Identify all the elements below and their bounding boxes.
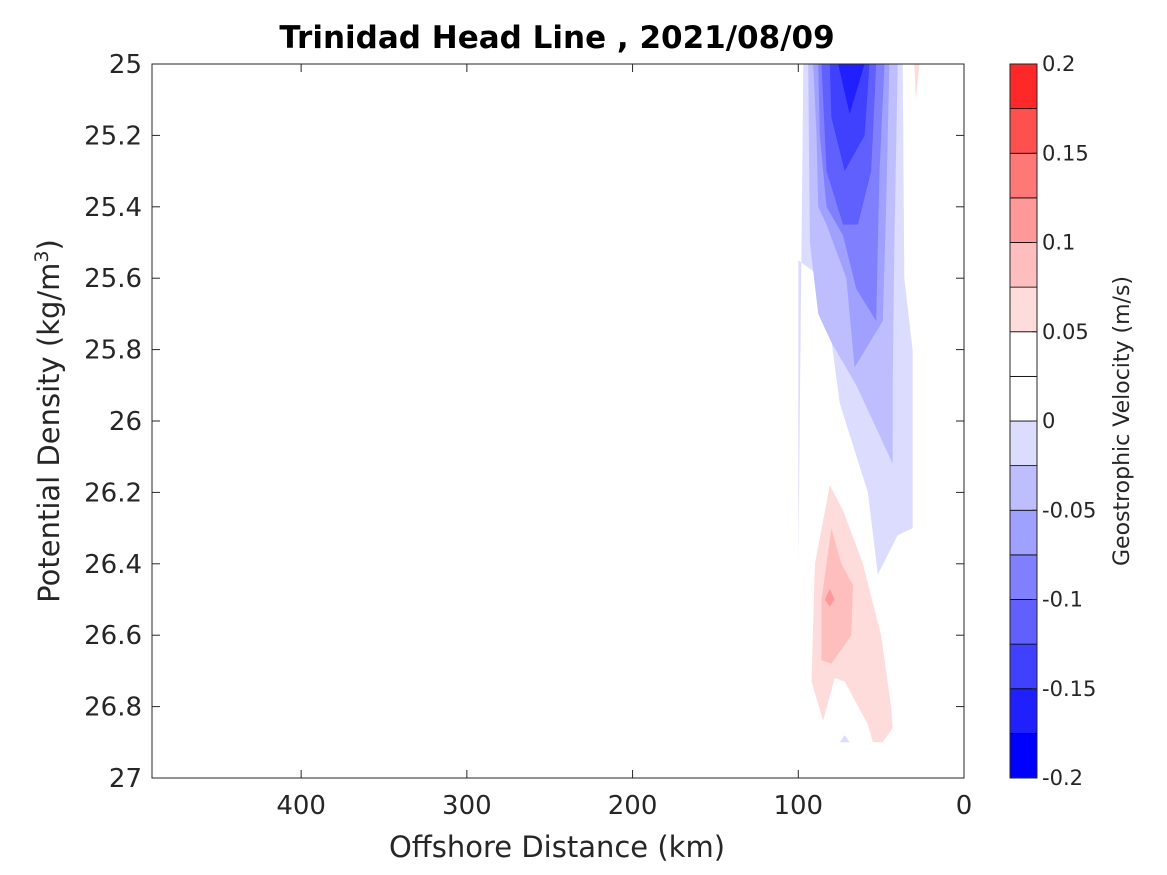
x-tick-label: 300 bbox=[442, 791, 492, 821]
colorbar-band-13 bbox=[1009, 152, 1038, 199]
y-axis-ticks: 25 25.2 25.4 25.6 25.8 26 26.2 26.4 26.6 26.8 27 bbox=[84, 50, 964, 794]
colorbar-band-7 bbox=[1009, 420, 1038, 467]
x-axis-ticks: 400 300 200 100 0 bbox=[276, 64, 972, 821]
contour-region-9 bbox=[821, 528, 853, 664]
y-tick-label: 25.6 bbox=[84, 264, 142, 294]
colorbar-tick-label: 0.2 bbox=[1042, 52, 1075, 76]
colorbar-tick-label: 0.05 bbox=[1042, 320, 1089, 344]
y-tick-label: 26.6 bbox=[84, 621, 142, 651]
colorbar-band-4 bbox=[1009, 554, 1038, 600]
y-tick-label: 26 bbox=[109, 407, 142, 437]
colorbar-tick-label: -0.2 bbox=[1042, 766, 1083, 790]
colorbar-label: Geostrophic Velocity (m/s) bbox=[1110, 276, 1135, 566]
colorbar-band-10 bbox=[1009, 286, 1038, 333]
x-tick-label: 400 bbox=[276, 791, 326, 821]
colorbar-tick-label: -0.05 bbox=[1042, 498, 1096, 522]
colorbar-band-2 bbox=[1009, 643, 1038, 690]
colorbar-ticks: 0.2 0.15 0.1 0.05 0 -0.05 -0.1 -0.15 -0.2 bbox=[1032, 52, 1096, 790]
y-tick-label: 25.4 bbox=[84, 193, 142, 223]
colorbar bbox=[1009, 63, 1038, 779]
colorbar-band-6 bbox=[1009, 465, 1038, 511]
colorbar-band-9 bbox=[1009, 331, 1038, 377]
contour-region-7 bbox=[914, 64, 920, 100]
x-axis-label: Offshore Distance (km) bbox=[389, 830, 725, 864]
contour-region-10 bbox=[824, 588, 835, 607]
y-tick-label: 25 bbox=[109, 50, 142, 80]
colorbar-band-1 bbox=[1009, 688, 1038, 734]
colorbar-band-11 bbox=[1009, 242, 1038, 288]
colorbar-tick-label: 0 bbox=[1042, 409, 1055, 433]
colorbar-tick-label: -0.15 bbox=[1042, 677, 1096, 701]
y-tick-label: 26.8 bbox=[84, 693, 142, 723]
colorbar-band-5 bbox=[1009, 509, 1038, 556]
y-axis-label-superscript: 3 bbox=[31, 250, 53, 262]
y-axis-label-text: Potential Density (kg/m bbox=[32, 263, 66, 603]
colorbar-band-0 bbox=[1009, 732, 1038, 779]
x-tick-label: 0 bbox=[956, 791, 973, 821]
colorbar-tick-label: 0.1 bbox=[1042, 231, 1075, 255]
contour-regions bbox=[798, 64, 920, 743]
y-axis-label-end: ) bbox=[32, 239, 66, 250]
colorbar-band-8 bbox=[1009, 375, 1038, 422]
colorbar-tick-label: 0.15 bbox=[1042, 141, 1089, 165]
x-tick-label: 200 bbox=[608, 791, 658, 821]
y-tick-label: 25.8 bbox=[84, 336, 142, 366]
colorbar-band-14 bbox=[1009, 108, 1038, 154]
x-tick-label: 100 bbox=[773, 791, 823, 821]
y-tick-label: 25.2 bbox=[84, 121, 142, 151]
colorbar-band-15 bbox=[1009, 63, 1038, 110]
contour-region-6 bbox=[838, 64, 865, 114]
colorbar-tick-label: -0.1 bbox=[1042, 588, 1083, 612]
y-tick-label: 27 bbox=[109, 764, 142, 794]
chart-title: Trinidad Head Line , 2021/08/09 bbox=[279, 20, 834, 56]
y-tick-label: 26.2 bbox=[84, 478, 142, 508]
y-axis-label: Potential Density (kg/m3) bbox=[31, 239, 66, 603]
contour-region-5 bbox=[829, 64, 870, 172]
colorbar-band-12 bbox=[1009, 197, 1038, 243]
contour-region-11 bbox=[839, 735, 850, 743]
colorbar-band-3 bbox=[1009, 599, 1038, 645]
y-tick-label: 26.4 bbox=[84, 550, 142, 580]
